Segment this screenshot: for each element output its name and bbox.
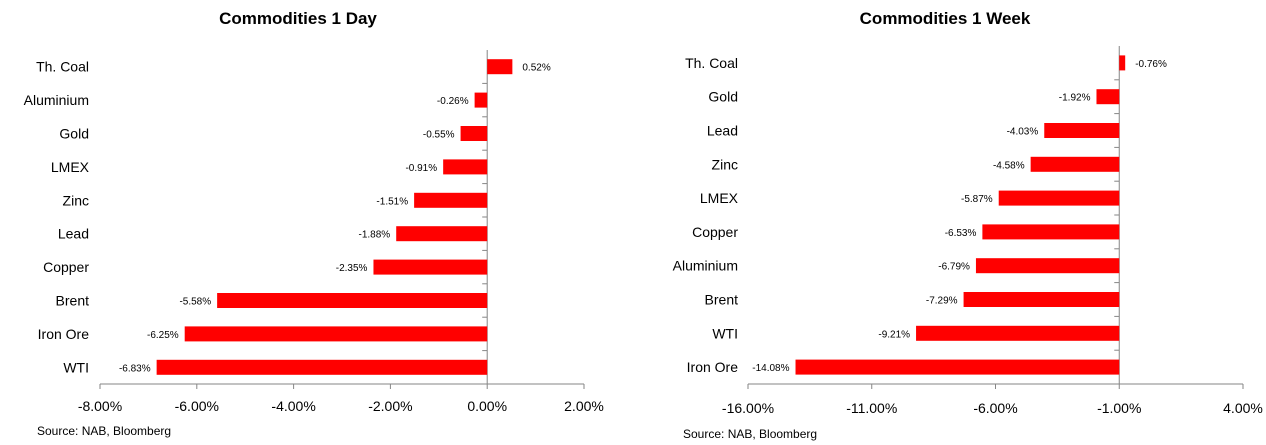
- bar: [1119, 55, 1126, 71]
- bar: [982, 224, 1120, 240]
- data-label: -6.53%: [945, 228, 977, 239]
- category-label: LMEX: [700, 190, 739, 206]
- x-tick-label: -8.00%: [78, 398, 122, 414]
- category-label: Gold: [59, 126, 89, 142]
- data-label: -1.92%: [1059, 93, 1091, 104]
- category-label: Brent: [56, 293, 90, 309]
- x-tick-label: -6.00%: [973, 400, 1017, 416]
- data-label: -6.79%: [938, 262, 970, 273]
- x-tick-label: -6.00%: [175, 398, 219, 414]
- data-label: -7.29%: [926, 296, 958, 307]
- x-tick-label: 0.00%: [467, 398, 507, 414]
- chart-panel-1-day: Commodities 1 Day -8.00% -6.00% -4.00% -2.00…: [0, 0, 620, 445]
- data-label: -5.58%: [179, 297, 211, 308]
- bar: [443, 159, 488, 175]
- data-label: -0.26%: [437, 96, 469, 107]
- bar: [156, 359, 488, 375]
- bar: [963, 292, 1120, 307]
- category-label: Copper: [692, 224, 738, 240]
- data-label: -1.51%: [376, 196, 408, 207]
- data-label: -9.21%: [878, 329, 910, 340]
- x-tick-label: -4.00%: [271, 398, 315, 414]
- data-label: -6.83%: [119, 363, 151, 374]
- category-label: Aluminium: [673, 258, 738, 274]
- bar: [975, 258, 1120, 274]
- x-tick-label: -16.00%: [722, 400, 774, 416]
- data-label: -0.55%: [423, 130, 455, 141]
- category-label: Brent: [705, 292, 739, 308]
- bar: [373, 259, 488, 275]
- data-label: -4.58%: [993, 160, 1025, 171]
- chart-1-day-svg: Commodities 1 Day -8.00% -6.00% -4.00% -2.00…: [24, 9, 604, 414]
- data-label: -6.25%: [147, 330, 179, 341]
- category-label: Th. Coal: [36, 59, 89, 75]
- category-label: Iron Ore: [38, 326, 90, 342]
- bar: [916, 325, 1120, 341]
- category-label: Lead: [58, 226, 89, 242]
- data-label: -1.88%: [359, 230, 391, 241]
- chart-title: Commodities 1 Day: [219, 9, 377, 28]
- chart-1-week-svg: Commodities 1 Week -16.00% -11.00% -6.00% -1…: [673, 9, 1263, 416]
- category-label: Th. Coal: [685, 55, 738, 71]
- category-label: LMEX: [51, 159, 90, 175]
- category-label: Zinc: [712, 156, 738, 172]
- category-label: Copper: [43, 259, 89, 275]
- category-label: Zinc: [63, 192, 89, 208]
- bar: [217, 293, 488, 308]
- data-label: 0.52%: [522, 63, 550, 74]
- category-label: Iron Ore: [687, 359, 739, 375]
- x-tick-label: -11.00%: [846, 400, 897, 416]
- category-label: Gold: [708, 89, 738, 105]
- data-label: -14.08%: [752, 363, 789, 374]
- bar: [1044, 123, 1120, 138]
- bar: [487, 59, 513, 75]
- x-tick-label: -2.00%: [368, 398, 412, 414]
- x-tick-label: 2.00%: [564, 398, 604, 414]
- category-label: WTI: [712, 325, 738, 341]
- bar: [396, 226, 488, 242]
- data-label: -4.03%: [1007, 127, 1039, 138]
- bar: [414, 192, 488, 208]
- bar: [795, 359, 1120, 375]
- data-label: -0.76%: [1135, 59, 1167, 70]
- source-note: Source: NAB, Bloomberg: [37, 424, 172, 438]
- data-label: -5.87%: [961, 194, 993, 205]
- bar: [1096, 89, 1120, 105]
- x-tick-label: 4.00%: [1223, 400, 1263, 416]
- bar: [998, 190, 1120, 206]
- bar: [460, 126, 488, 141]
- category-label: WTI: [63, 359, 89, 375]
- data-label: -2.35%: [336, 263, 368, 274]
- data-label: -0.91%: [405, 163, 437, 174]
- chart-title: Commodities 1 Week: [860, 9, 1031, 28]
- category-label: Aluminium: [24, 92, 89, 108]
- bar: [1030, 156, 1120, 172]
- category-label: Lead: [707, 123, 738, 139]
- x-tick-label: -1.00%: [1097, 400, 1141, 416]
- source-note: Source: NAB, Bloomberg: [683, 427, 818, 441]
- bar: [184, 326, 488, 342]
- chart-panel-1-week: Commodities 1 Week -16.00% -11.00% -6.00% -1…: [650, 0, 1266, 445]
- bar: [474, 92, 488, 108]
